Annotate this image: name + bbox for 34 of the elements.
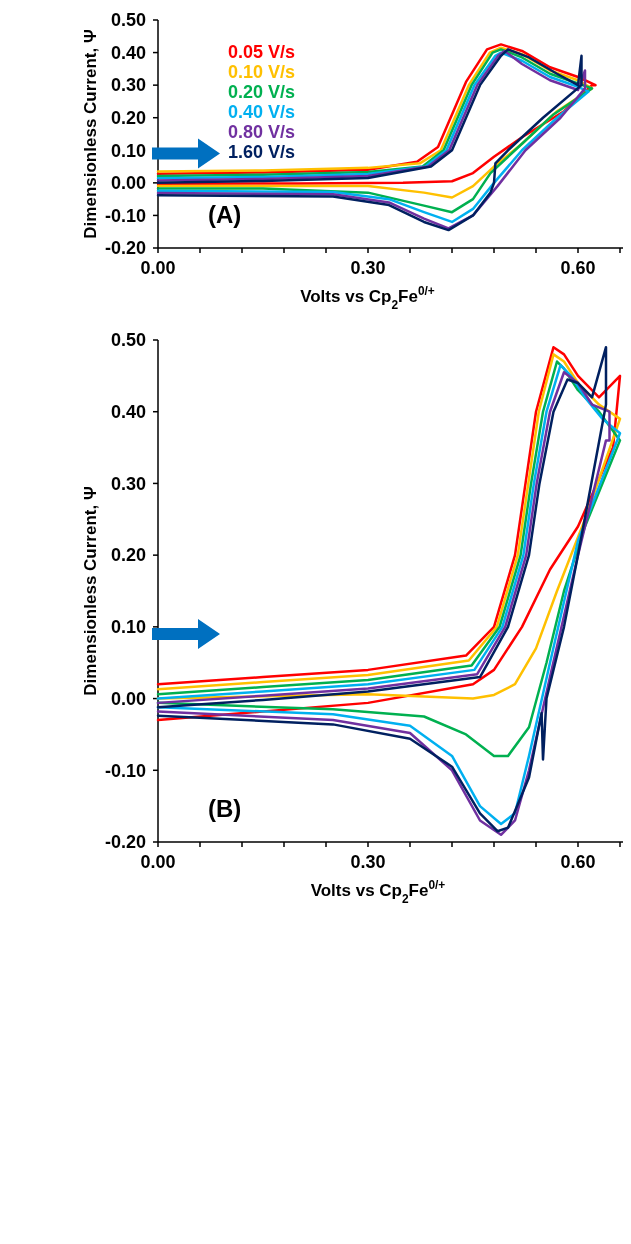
y-tick-label: 0.00 [110,688,146,709]
y-tick-label: 0.40 [110,42,146,63]
y-tick-label: -0.10 [104,205,146,226]
x-axis-title: Volts vs Cp$_{2}$Fe$^{0/+}$ [310,878,446,906]
y-tick-label: -0.20 [104,238,146,259]
y-tick-label: 0.10 [110,140,146,161]
x-tick-label: 0.30 [350,258,386,278]
x-tick-label: 0.60 [560,852,596,872]
y-tick-label: 0.40 [110,402,146,423]
series-label: 1.60 V/s [228,142,296,162]
x-tick-label: 0.60 [560,258,596,278]
y-axis-title: Dimensionless Current, Ψ [81,486,100,696]
annotation: (B) [208,795,242,822]
y-tick-label: 0.30 [110,473,146,494]
y-tick-label: 0.00 [110,173,146,194]
y-tick-label: 0.30 [110,75,146,96]
y-tick-label: 0.20 [110,108,146,129]
y-tick-label: 0.50 [110,10,146,31]
text: 0.05 V/s [228,42,296,62]
text: 0.20 V/s [228,82,296,102]
x-tick-label: 0.00 [140,258,176,278]
x-tick-label: 0.30 [350,852,386,872]
x-axis-title: Volts vs Cp$_{2}$Fe$^{0/+}$ [300,284,435,312]
y-tick-label: 0.50 [110,330,146,351]
text: 0.40 V/s [228,102,296,122]
text: 0.80 V/s [228,122,296,142]
annotation: (A) [208,201,242,228]
x-tick-label: 0.00 [140,852,176,872]
text: 0.10 V/s [228,62,296,82]
y-tick-label: 0.20 [110,545,146,566]
y-tick-label: -0.20 [104,832,146,853]
y-axis-title: Dimensionless Current, Ψ [81,29,100,239]
y-tick-label: -0.10 [104,760,146,781]
y-tick-label: 0.10 [110,617,146,638]
